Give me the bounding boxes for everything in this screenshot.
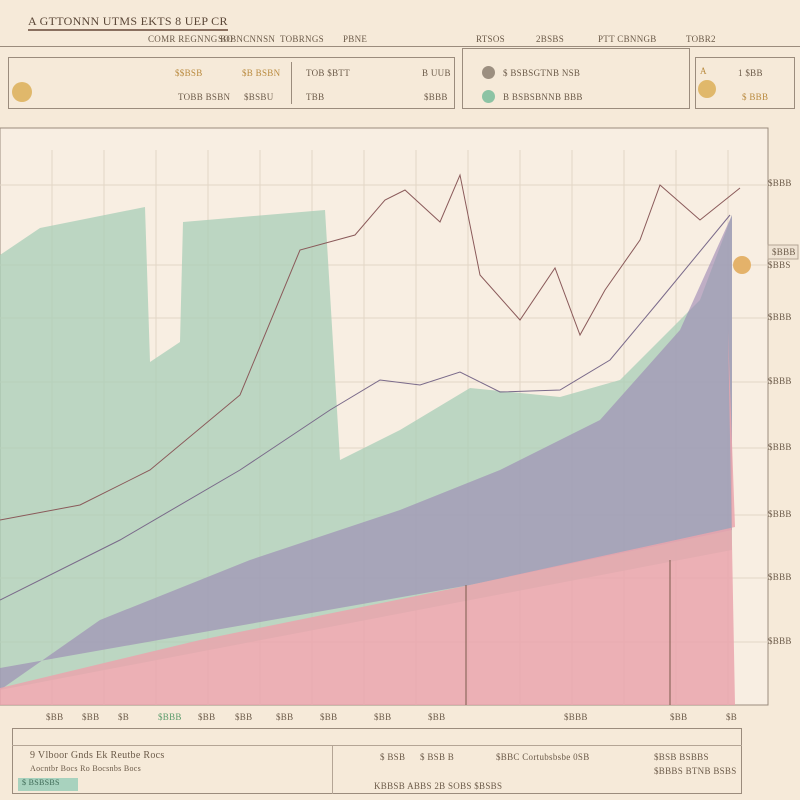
coin-icon [12, 82, 32, 102]
footer-panel [12, 728, 742, 794]
x-label: $BB [320, 712, 338, 722]
header-rule [0, 46, 800, 47]
x-label: $BB [46, 712, 64, 722]
x-label: $B [118, 712, 130, 722]
footer-cell: $ BSB [380, 752, 406, 762]
line-series [0, 173, 741, 521]
footer-cell: KBBSB ABBS 2B SOBS $BSBS [374, 781, 503, 791]
area-pink [0, 330, 735, 705]
y-label: $BBB [768, 376, 792, 386]
footer-subtitle: Aocntbr Bocs Ro Bocsnbs Bocs [30, 764, 142, 773]
x-label: $BB [670, 712, 688, 722]
callout-label: $BBB [772, 247, 796, 257]
nav-item[interactable]: COMR REGNNG BO [148, 34, 234, 44]
footer-cell: $ BSB B [420, 752, 455, 762]
y-label: $BBB [768, 572, 792, 582]
x-label: $BB [276, 712, 294, 722]
y-label: $BBB [768, 178, 792, 188]
stat-row: $ BSBSGTNB NSB [503, 68, 581, 78]
footer-cell: $BBC Cortubsbsbe 0SB [496, 752, 590, 762]
x-label: $BB [428, 712, 446, 722]
y-label: $BBB [768, 312, 792, 322]
stat-label: TBB [306, 92, 325, 102]
y-label: $BBB [768, 636, 792, 646]
nav-item[interactable]: RTSOS [476, 34, 505, 44]
stat-card [462, 48, 690, 109]
icon [482, 90, 495, 103]
nav-item[interactable]: PTT CBNNGB [598, 34, 657, 44]
x-label: $BBB [158, 712, 182, 722]
icon [482, 66, 495, 79]
stat-value: B UUB [422, 68, 451, 78]
callout-box [767, 244, 799, 260]
x-label: $BB [198, 712, 216, 722]
footer-cell: $BSB BSBBS [654, 752, 709, 762]
nav-item[interactable]: TOBRNGS [280, 34, 324, 44]
footer-title: 9 Vlboor Gnds Ek Reutbe Rocs [30, 750, 165, 761]
callout-dot [733, 256, 751, 274]
stat-label: TOBB BSBN [178, 92, 231, 102]
x-label: $BB [82, 712, 100, 722]
stat-label: A [700, 66, 707, 76]
area-purple [0, 215, 732, 690]
line-series [0, 214, 731, 601]
stat-card [8, 57, 455, 109]
divider [291, 62, 292, 104]
nav-item[interactable]: TOBR2 [686, 34, 716, 44]
stat-label: $$BSB [175, 68, 203, 78]
nav-item[interactable]: SOBNCNNSN [218, 34, 276, 44]
stat-card [695, 57, 795, 109]
x-label: $BB [235, 712, 253, 722]
footer-cell: $BBBS BTNB BSBS [654, 766, 737, 776]
stat-value: $B BSBN [242, 68, 281, 78]
nav-item[interactable]: PBNE [343, 34, 368, 44]
nav-item[interactable]: 2BSBS [536, 34, 565, 44]
coin-icon [698, 80, 716, 98]
footer-rule [12, 745, 742, 746]
divider [332, 745, 333, 794]
chart [0, 127, 799, 706]
y-label: $BBB [768, 509, 792, 519]
y-label: $BBB [768, 442, 792, 452]
stat-label: TOB $BTT [306, 68, 350, 78]
stat-value: 1 $BB [738, 68, 763, 78]
stat-value: $ BBB [742, 92, 769, 102]
app-title: A GTTONNN UTMS EKTS 8 UEP CR [28, 14, 228, 31]
stat-value: $BSBU [244, 92, 274, 102]
y-label: $BBS [768, 260, 791, 270]
stat-row: B BSBSBNNB BBB [503, 92, 583, 102]
x-label: $B [726, 712, 738, 722]
x-label: $BBB [564, 712, 588, 722]
x-label: $BB [374, 712, 392, 722]
stat-value: $BBB [424, 92, 448, 102]
footer-button[interactable]: $ BSBSBS [18, 778, 78, 791]
